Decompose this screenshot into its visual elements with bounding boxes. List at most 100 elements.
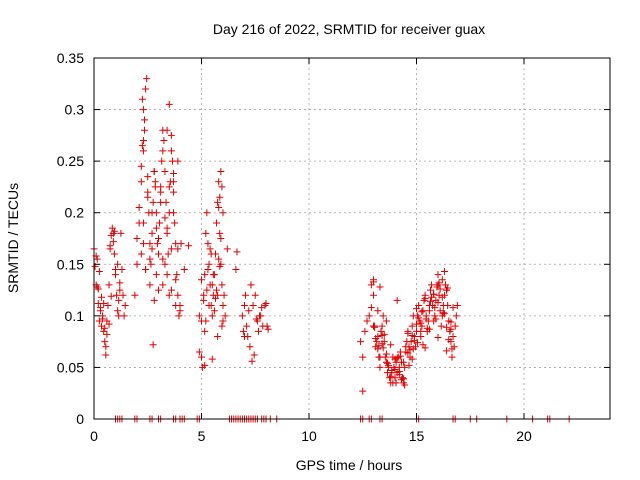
data-point bbox=[443, 323, 451, 331]
data-point bbox=[371, 323, 379, 331]
x-tick-label: 0 bbox=[90, 428, 98, 444]
data-point bbox=[262, 299, 270, 307]
data-point bbox=[174, 291, 182, 299]
data-point bbox=[370, 291, 377, 299]
data-point bbox=[359, 353, 367, 361]
data-point bbox=[201, 327, 209, 335]
data-point bbox=[143, 75, 151, 83]
data-point bbox=[216, 262, 224, 270]
data-point bbox=[357, 338, 365, 346]
data-point bbox=[365, 312, 373, 320]
data-point bbox=[419, 307, 427, 315]
data-point bbox=[372, 335, 380, 343]
data-point bbox=[216, 193, 224, 201]
y-tick-label: 0 bbox=[76, 411, 84, 427]
data-point bbox=[151, 183, 159, 191]
data-point bbox=[438, 293, 446, 301]
data-point bbox=[195, 348, 203, 356]
data-point bbox=[195, 312, 203, 320]
data-point bbox=[99, 315, 107, 323]
data-point bbox=[404, 349, 412, 357]
data-point bbox=[221, 312, 229, 320]
data-point bbox=[150, 167, 158, 175]
data-point bbox=[208, 281, 216, 289]
data-point bbox=[146, 255, 154, 263]
data-point bbox=[241, 302, 248, 310]
gridlines bbox=[94, 58, 610, 419]
data-point bbox=[100, 299, 108, 307]
data-point bbox=[141, 116, 149, 124]
data-point bbox=[148, 245, 156, 253]
y-tick-label: 0.15 bbox=[57, 256, 84, 272]
data-point bbox=[101, 338, 109, 346]
x-axis-label: GPS time / hours bbox=[296, 457, 403, 473]
data-point bbox=[382, 350, 390, 358]
data-point bbox=[139, 106, 147, 114]
data-point bbox=[152, 224, 160, 232]
data-point bbox=[115, 296, 123, 304]
data-point bbox=[440, 268, 448, 276]
data-point bbox=[373, 338, 381, 346]
data-point bbox=[431, 304, 439, 312]
data-point bbox=[135, 204, 143, 212]
data-point bbox=[248, 357, 256, 365]
data-point bbox=[161, 260, 169, 268]
data-point bbox=[208, 355, 216, 363]
data-point bbox=[379, 344, 387, 352]
data-point bbox=[150, 296, 158, 304]
data-point bbox=[214, 198, 222, 206]
data-point bbox=[144, 193, 152, 201]
data-point bbox=[374, 307, 382, 315]
data-point bbox=[223, 245, 231, 253]
data-point bbox=[215, 255, 223, 263]
data-point bbox=[93, 255, 101, 263]
data-point bbox=[382, 317, 390, 325]
data-point bbox=[246, 343, 254, 351]
data-point bbox=[114, 307, 122, 315]
data-point bbox=[453, 302, 461, 310]
data-point bbox=[158, 157, 166, 165]
y-axis-label: SRMTID / TECUs bbox=[5, 183, 21, 293]
data-point bbox=[401, 381, 409, 389]
data-point bbox=[172, 276, 180, 284]
data-point bbox=[434, 334, 442, 342]
data-point bbox=[119, 291, 127, 299]
data-point bbox=[117, 229, 125, 237]
data-point bbox=[144, 173, 152, 181]
data-point bbox=[163, 271, 171, 279]
data-point bbox=[426, 286, 434, 294]
data-point bbox=[131, 291, 139, 299]
data-point bbox=[165, 291, 173, 299]
data-point bbox=[218, 322, 226, 330]
data-point bbox=[102, 343, 110, 351]
data-point bbox=[409, 345, 417, 353]
data-point bbox=[241, 332, 248, 340]
data-point bbox=[146, 281, 154, 289]
data-point bbox=[209, 271, 217, 279]
data-point bbox=[139, 240, 147, 248]
data-point bbox=[177, 240, 185, 248]
data-point bbox=[220, 291, 228, 299]
data-point bbox=[155, 235, 162, 242]
axis-ticks: 0 5 10 15 20 0 0.05 0.1 0.15 0.2 0.25 0.3 0.35 bbox=[57, 50, 610, 444]
data-point bbox=[249, 302, 257, 310]
data-point bbox=[363, 317, 371, 325]
data-point bbox=[448, 345, 456, 353]
data-point bbox=[408, 331, 416, 339]
data-point bbox=[378, 322, 386, 330]
plot-frame bbox=[93, 57, 611, 420]
data-point bbox=[114, 260, 122, 268]
data-point bbox=[105, 320, 113, 328]
y-tick-label: 0.05 bbox=[57, 359, 84, 375]
data-point bbox=[437, 322, 445, 330]
data-point bbox=[164, 250, 172, 258]
data-point bbox=[157, 198, 165, 206]
data-point bbox=[163, 224, 171, 232]
data-point bbox=[414, 339, 422, 347]
data-point bbox=[214, 332, 222, 340]
data-point bbox=[451, 322, 459, 330]
data-point bbox=[213, 286, 221, 294]
data-point bbox=[110, 227, 118, 235]
data-point bbox=[137, 250, 145, 258]
data-point bbox=[370, 322, 377, 330]
